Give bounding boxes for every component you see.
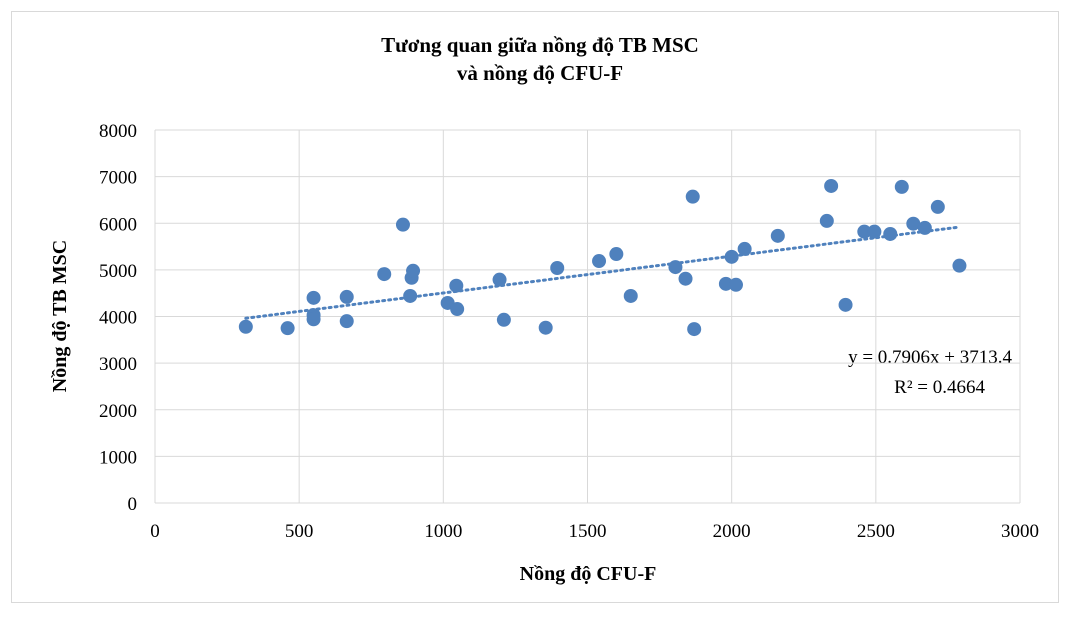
y-axis-title: Nồng độ TB MSC (49, 240, 71, 392)
point (724, 249, 739, 264)
y-tick-label: 4000 (99, 308, 137, 329)
y-tick-label: 0 (128, 494, 138, 515)
point (609, 247, 624, 262)
x-tick-label: 2500 (857, 521, 895, 542)
x-tick-label: 0 (150, 521, 160, 542)
y-tick-label: 2000 (99, 401, 137, 422)
point (406, 263, 421, 278)
point (496, 312, 511, 327)
y-tick-label: 1000 (99, 447, 137, 468)
point (867, 224, 882, 239)
y-tick-label: 7000 (99, 168, 137, 189)
point (450, 302, 465, 317)
x-tick-label: 1500 (569, 521, 607, 542)
point (819, 213, 834, 228)
point (824, 178, 839, 193)
point (306, 312, 321, 327)
x-tick-label: 500 (285, 521, 314, 542)
trendline (244, 225, 961, 320)
point (906, 216, 921, 231)
point (395, 217, 410, 232)
point (728, 277, 743, 292)
point (623, 288, 638, 303)
point (917, 220, 932, 235)
x-tick-label: 3000 (1001, 521, 1039, 542)
y-tick-label: 6000 (99, 214, 137, 235)
point (883, 226, 898, 241)
point (952, 258, 967, 273)
point (377, 267, 392, 282)
point (770, 228, 785, 243)
point (737, 241, 752, 256)
point (306, 290, 321, 305)
point (280, 321, 295, 336)
point (403, 288, 418, 303)
chart-title: Tương quan giữa nồng độ TB MSC (381, 33, 699, 57)
point (339, 289, 354, 304)
chart-title: và nồng độ CFU-F (457, 61, 623, 85)
point (668, 260, 683, 275)
x-tick-label: 2000 (713, 521, 751, 542)
point (238, 319, 253, 334)
point (894, 179, 909, 194)
point (930, 199, 945, 214)
point (685, 189, 700, 204)
point (718, 276, 733, 291)
point (538, 320, 553, 335)
point (339, 314, 354, 329)
x-tick-label: 1000 (424, 521, 462, 542)
trendline-equation: y = 0.7906x + 3713.4 (848, 347, 1012, 368)
y-tick-label: 5000 (99, 261, 137, 282)
point (687, 322, 702, 337)
y-tick-label: 3000 (99, 354, 137, 375)
y-tick-label: 8000 (99, 121, 137, 142)
point (838, 297, 853, 312)
point (857, 224, 872, 239)
chart-border (11, 11, 1059, 603)
point (492, 272, 507, 287)
point (678, 271, 693, 286)
r-squared: R² = 0.4664 (894, 377, 985, 398)
x-axis-title: Nồng độ CFU-F (520, 563, 657, 585)
point (449, 278, 464, 293)
point (550, 261, 565, 276)
point (592, 254, 607, 269)
